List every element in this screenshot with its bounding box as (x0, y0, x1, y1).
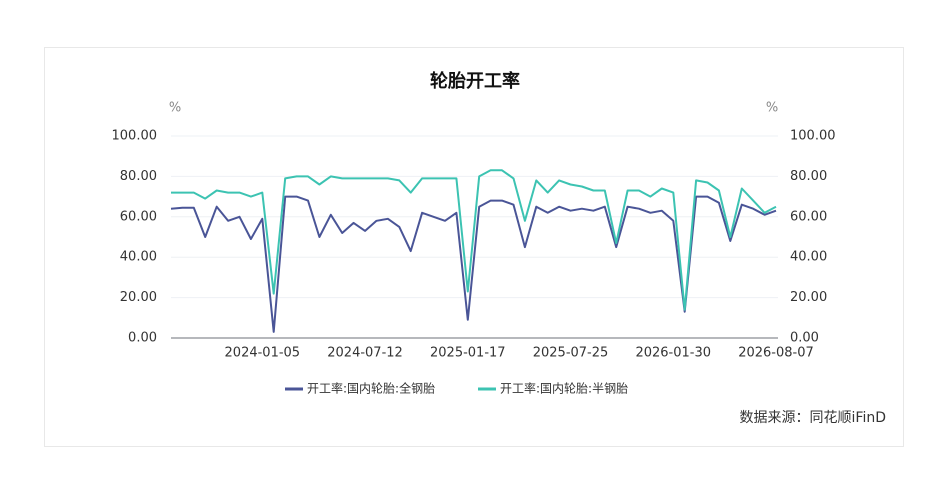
y-tick-label: 40.00 (120, 250, 157, 265)
y2-tick-label: 20.00 (790, 290, 827, 305)
series-line (170, 195, 777, 333)
source: 数据来源：同花顺iFinD (740, 410, 886, 426)
y-tick-label: 20.00 (120, 290, 157, 305)
x-tick-label: 2026-08-07 (738, 346, 814, 361)
y-tick-label: 100.00 (112, 129, 158, 144)
y2-tick-label: 40.00 (790, 250, 827, 265)
series-line (171, 169, 777, 311)
legend-label: 开工率:国内轮胎:半钢胎 (500, 381, 628, 396)
y-tick-label: 60.00 (120, 209, 157, 224)
x-tick-label: 2024-07-12 (327, 346, 403, 361)
y-unit: % (169, 101, 181, 116)
x-tick-label: 2024-01-05 (225, 346, 301, 361)
y2-tick-label: 80.00 (790, 169, 827, 184)
y2-unit: % (766, 101, 778, 116)
x-tick-label: 2025-07-25 (533, 346, 609, 361)
y2-tick-label: 60.00 (790, 209, 827, 224)
y-tick-label: 80.00 (120, 169, 157, 184)
x-tick-label: 2025-01-17 (430, 346, 506, 361)
y2-tick-label: 0.00 (790, 331, 819, 346)
x-tick-label: 2026-01-30 (635, 346, 711, 361)
y2-tick-label: 100.00 (790, 129, 836, 144)
legend-label: 开工率:国内轮胎:全钢胎 (307, 381, 435, 396)
card (44, 47, 904, 447)
chart-title: 轮胎开工率 (430, 70, 520, 92)
y-tick-label: 0.00 (128, 331, 157, 346)
